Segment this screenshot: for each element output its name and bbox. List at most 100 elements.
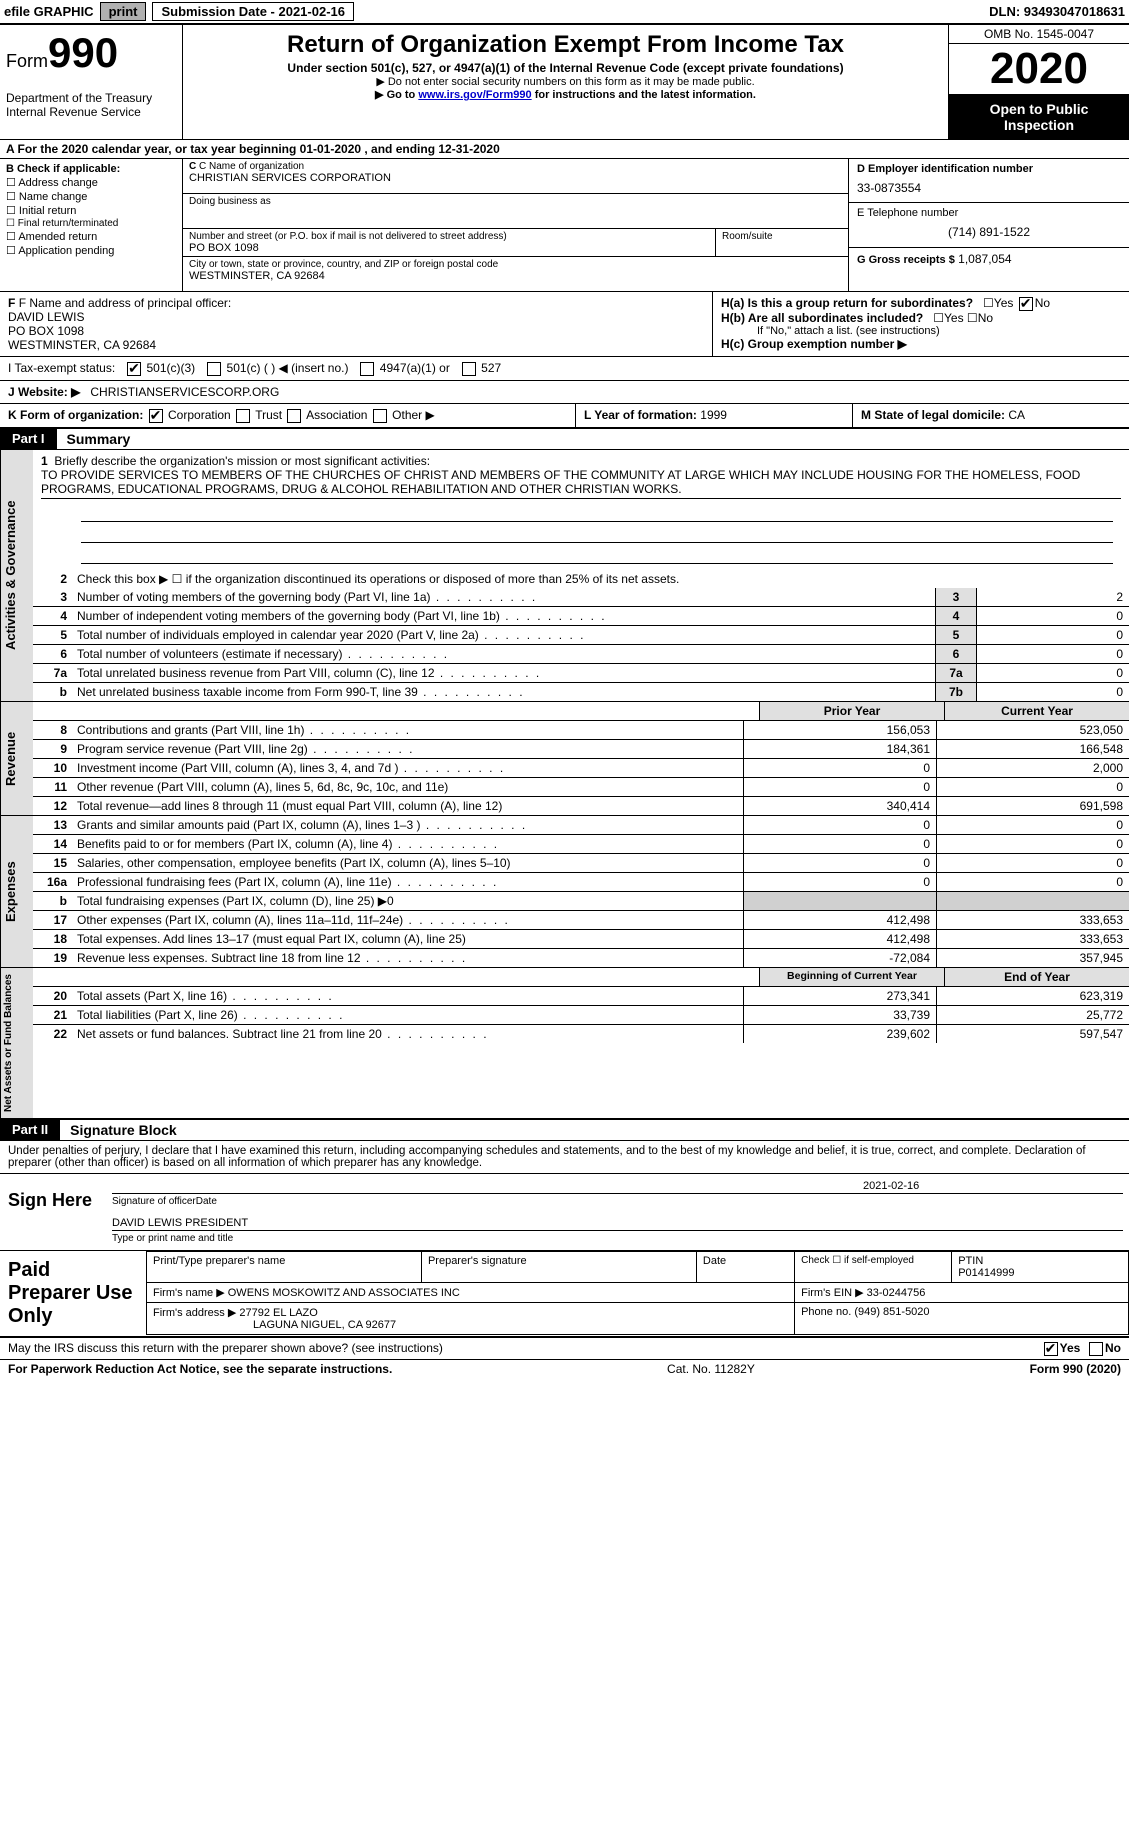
- chk-527[interactable]: [462, 362, 476, 376]
- preparer-date-cell: Date: [696, 1251, 794, 1282]
- line-8: 8Contributions and grants (Part VIII, li…: [33, 721, 1129, 740]
- line-12: 12Total revenue—add lines 8 through 11 (…: [33, 797, 1129, 815]
- discuss-row: May the IRS discuss this return with the…: [0, 1338, 1129, 1360]
- subtitle-2: ▶ Do not enter social security numbers o…: [189, 75, 942, 88]
- subtitle-1: Under section 501(c), 527, or 4947(a)(1)…: [189, 61, 942, 75]
- street-address: PO BOX 1098: [189, 242, 709, 254]
- line-14: 14Benefits paid to or for members (Part …: [33, 835, 1129, 854]
- line-18: 18Total expenses. Add lines 13–17 (must …: [33, 930, 1129, 949]
- ein: 33-0873554: [857, 181, 1121, 195]
- discuss-no[interactable]: [1089, 1342, 1103, 1356]
- chk-corp[interactable]: [149, 409, 163, 423]
- box-h: H(a) Is this a group return for subordin…: [713, 292, 1129, 356]
- firm-ein-cell: Firm's EIN ▶ 33-0244756: [795, 1282, 1129, 1302]
- line-4: 4Number of independent voting members of…: [33, 607, 1129, 626]
- line-5: 5Total number of individuals employed in…: [33, 626, 1129, 645]
- chk-trust[interactable]: [236, 409, 250, 423]
- chk-501c[interactable]: [207, 362, 221, 376]
- line-2: 2Check this box ▶ ☐ if the organization …: [33, 570, 1129, 588]
- chk-address-change[interactable]: ☐ Address change: [6, 176, 176, 189]
- line-17: 17Other expenses (Part IX, column (A), l…: [33, 911, 1129, 930]
- preparer-name-cell: Print/Type preparer's name: [147, 1251, 422, 1282]
- tax-year: 2020: [949, 44, 1129, 95]
- self-employed-cell: Check ☐ if self-employed: [795, 1251, 952, 1282]
- preparer-sig-cell: Preparer's signature: [421, 1251, 696, 1282]
- form-of-org: K Form of organization: Corporation Trus…: [0, 404, 575, 427]
- chk-other[interactable]: [373, 409, 387, 423]
- org-name: CHRISTIAN SERVICES CORPORATION: [189, 172, 842, 184]
- city-state-zip: WESTMINSTER, CA 92684: [189, 270, 842, 282]
- submission-date: Submission Date - 2021-02-16: [152, 2, 354, 21]
- line-6: 6Total number of volunteers (estimate if…: [33, 645, 1129, 664]
- efile-label: efile GRAPHIC: [4, 4, 94, 19]
- line-15: 15Salaries, other compensation, employee…: [33, 854, 1129, 873]
- chk-name-change[interactable]: ☐ Name change: [6, 190, 176, 203]
- netassets-col-header: Beginning of Current Year End of Year: [33, 968, 1129, 987]
- dept-treasury: Department of the Treasury: [6, 91, 176, 105]
- chk-application-pending[interactable]: ☐ Application pending: [6, 244, 176, 257]
- chk-assoc[interactable]: [287, 409, 301, 423]
- part-2-header: Part II Signature Block: [0, 1120, 1129, 1141]
- officer-name: DAVID LEWIS: [8, 310, 704, 324]
- line-16a: 16aProfessional fundraising fees (Part I…: [33, 873, 1129, 892]
- line-10: 10Investment income (Part VIII, column (…: [33, 759, 1129, 778]
- website-row: J Website: ▶ CHRISTIANSERVICESCORP.ORG: [0, 381, 1129, 404]
- line-7b: bNet unrelated business taxable income f…: [33, 683, 1129, 701]
- dln-label: DLN: 93493047018631: [989, 4, 1125, 19]
- chk-4947[interactable]: [360, 362, 374, 376]
- top-toolbar: efile GRAPHIC print Submission Date - 20…: [0, 0, 1129, 25]
- ptin-cell: PTINP01414999: [952, 1251, 1129, 1282]
- room-suite: Room/suite: [716, 229, 848, 256]
- chk-initial-return[interactable]: ☐ Initial return: [6, 204, 176, 217]
- sig-date: 2021-02-16: [863, 1180, 1123, 1192]
- gross-receipts: 1,087,054: [958, 252, 1011, 266]
- box-d-e-g: D Employer identification number 33-0873…: [848, 159, 1129, 291]
- line-19: 19Revenue less expenses. Subtract line 1…: [33, 949, 1129, 967]
- side-tab-revenue: Revenue: [0, 702, 33, 815]
- part-1-header: Part I Summary: [0, 429, 1129, 450]
- line-21: 21Total liabilities (Part X, line 26)33,…: [33, 1006, 1129, 1025]
- side-tab-netassets: Net Assets or Fund Balances: [0, 968, 33, 1118]
- state-domicile: M State of legal domicile: CA: [852, 404, 1129, 427]
- tax-exempt-status: I Tax-exempt status: 501(c)(3) 501(c) ( …: [0, 357, 1129, 381]
- paid-preparer-block: Paid Preparer Use Only Print/Type prepar…: [0, 1251, 1129, 1338]
- irs-label: Internal Revenue Service: [6, 105, 176, 119]
- form-title: Return of Organization Exempt From Incom…: [189, 31, 942, 59]
- box-c: C C Name of organization CHRISTIAN SERVI…: [183, 159, 848, 291]
- irs-link[interactable]: www.irs.gov/Form990: [418, 89, 531, 101]
- line-9: 9Program service revenue (Part VIII, lin…: [33, 740, 1129, 759]
- chk-final-return[interactable]: ☐ Final return/terminated: [6, 218, 176, 229]
- footer: For Paperwork Reduction Act Notice, see …: [0, 1360, 1129, 1378]
- firm-name-cell: Firm's name ▶ OWENS MOSKOWITZ AND ASSOCI…: [147, 1282, 795, 1302]
- chk-amended[interactable]: ☐ Amended return: [6, 230, 176, 243]
- line-22: 22Net assets or fund balances. Subtract …: [33, 1025, 1129, 1043]
- line-1: 1 Briefly describe the organization's mi…: [33, 450, 1129, 570]
- telephone: (714) 891-1522: [857, 225, 1121, 239]
- chk-501c3[interactable]: [127, 362, 141, 376]
- firm-phone-cell: Phone no. (949) 851-5020: [795, 1302, 1129, 1334]
- revenue-col-header: Prior Year Current Year: [33, 702, 1129, 721]
- officer-printed-name: DAVID LEWIS PRESIDENT: [112, 1217, 1123, 1229]
- tax-period: A For the 2020 calendar year, or tax yea…: [0, 140, 1129, 159]
- year-formation: L Year of formation: 1999: [575, 404, 852, 427]
- perjury-declaration: Under penalties of perjury, I declare th…: [0, 1141, 1129, 1174]
- form-header: Form990 Department of the Treasury Inter…: [0, 25, 1129, 140]
- side-tab-governance: Activities & Governance: [0, 450, 33, 701]
- line-20: 20Total assets (Part X, line 16)273,3416…: [33, 987, 1129, 1006]
- mission-text: TO PROVIDE SERVICES TO MEMBERS OF THE CH…: [41, 468, 1121, 499]
- box-f: F F Name and address of principal office…: [0, 292, 713, 356]
- form-number: Form990: [6, 29, 176, 77]
- line-13: 13Grants and similar amounts paid (Part …: [33, 816, 1129, 835]
- open-to-public: Open to Public Inspection: [949, 95, 1129, 139]
- line-16b: bTotal fundraising expenses (Part IX, co…: [33, 892, 1129, 911]
- side-tab-expenses: Expenses: [0, 816, 33, 967]
- line-11: 11Other revenue (Part VIII, column (A), …: [33, 778, 1129, 797]
- sign-here-block: Sign Here 2021-02-16 Signature of office…: [0, 1174, 1129, 1251]
- omb-number: OMB No. 1545-0047: [949, 25, 1129, 44]
- firm-address-cell: Firm's address ▶ 27792 EL LAZO LAGUNA NI…: [147, 1302, 795, 1334]
- line-3: 3Number of voting members of the governi…: [33, 588, 1129, 607]
- print-button[interactable]: print: [100, 2, 147, 21]
- subtitle-3: ▶ Go to www.irs.gov/Form990 for instruct…: [189, 88, 942, 101]
- website-url: CHRISTIANSERVICESCORP.ORG: [90, 385, 279, 399]
- discuss-yes[interactable]: [1044, 1342, 1058, 1356]
